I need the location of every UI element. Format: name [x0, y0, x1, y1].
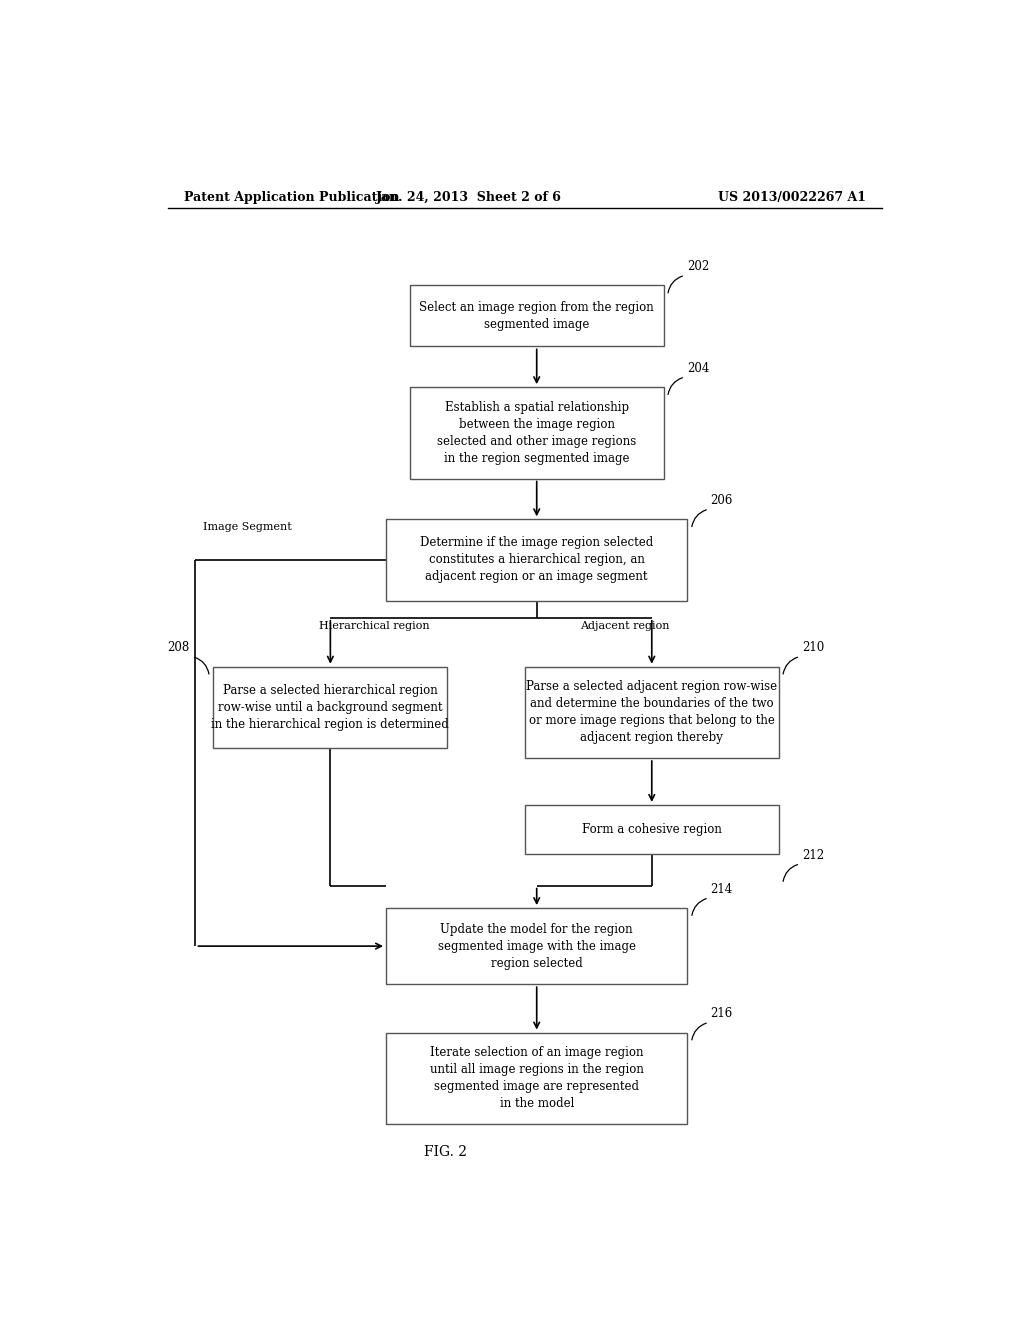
Text: Parse a selected hierarchical region
row-wise until a background segment
in the : Parse a selected hierarchical region row…	[212, 684, 450, 731]
FancyBboxPatch shape	[524, 667, 779, 758]
Text: Patent Application Publication: Patent Application Publication	[183, 190, 399, 203]
Text: FIG. 2: FIG. 2	[424, 1146, 467, 1159]
Text: Form a cohesive region: Form a cohesive region	[582, 822, 722, 836]
FancyBboxPatch shape	[410, 285, 664, 346]
FancyBboxPatch shape	[386, 1032, 687, 1125]
FancyBboxPatch shape	[524, 805, 779, 854]
Text: 214: 214	[711, 883, 733, 896]
Text: 202: 202	[687, 260, 709, 273]
Text: Iterate selection of an image region
until all image regions in the region
segme: Iterate selection of an image region unt…	[430, 1047, 644, 1110]
Text: Parse a selected adjacent region row-wise
and determine the boundaries of the tw: Parse a selected adjacent region row-wis…	[526, 680, 777, 744]
Text: US 2013/0022267 A1: US 2013/0022267 A1	[718, 190, 866, 203]
Text: Jan. 24, 2013  Sheet 2 of 6: Jan. 24, 2013 Sheet 2 of 6	[376, 190, 562, 203]
FancyBboxPatch shape	[386, 908, 687, 985]
Text: 212: 212	[802, 849, 824, 862]
Text: Update the model for the region
segmented image with the image
region selected: Update the model for the region segmente…	[437, 923, 636, 970]
Text: 210: 210	[802, 642, 824, 655]
Text: Establish a spatial relationship
between the image region
selected and other ima: Establish a spatial relationship between…	[437, 401, 636, 465]
Text: Determine if the image region selected
constitutes a hierarchical region, an
adj: Determine if the image region selected c…	[420, 536, 653, 583]
Text: 206: 206	[711, 494, 733, 507]
Text: Select an image region from the region
segmented image: Select an image region from the region s…	[420, 301, 654, 331]
FancyBboxPatch shape	[386, 519, 687, 601]
Text: Image Segment: Image Segment	[204, 523, 292, 532]
Text: 208: 208	[167, 642, 189, 655]
Text: Hierarchical region: Hierarchical region	[318, 620, 429, 631]
FancyBboxPatch shape	[410, 387, 664, 479]
FancyBboxPatch shape	[213, 667, 447, 748]
Text: Adjacent region: Adjacent region	[581, 620, 670, 631]
Text: 216: 216	[711, 1007, 733, 1020]
Text: 204: 204	[687, 362, 709, 375]
